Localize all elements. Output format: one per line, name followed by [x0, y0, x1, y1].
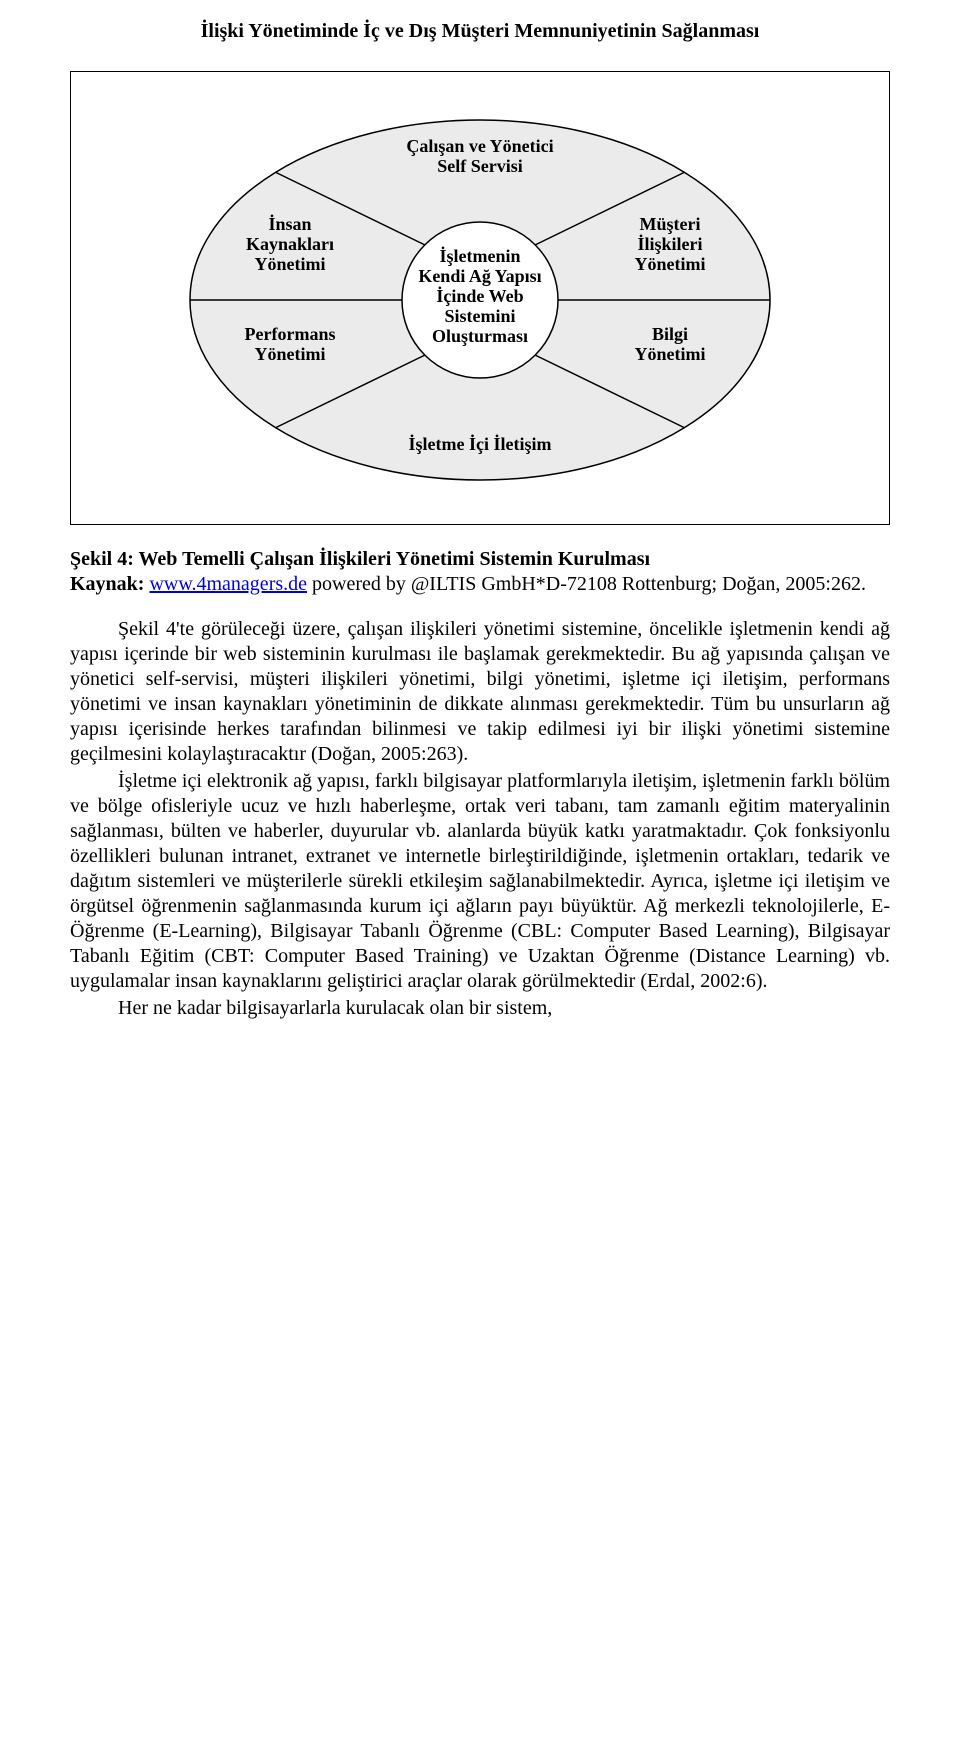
caption-title: Şekil 4: Web Temelli Çalışan İlişkileri …	[70, 548, 650, 570]
center-line4: Sistemini	[444, 306, 515, 326]
figure-caption: Şekil 4: Web Temelli Çalışan İlişkileri …	[70, 547, 890, 597]
segment-right-lower-1: Bilgi	[652, 324, 688, 344]
segment-left-upper-2: Kaynakları	[246, 234, 334, 254]
caption-source-label: Kaynak:	[70, 573, 144, 595]
caption-after-link: powered by @ILTIS GmbH*D-72108 Rottenbur…	[307, 573, 866, 595]
center-line3: İçinde Web	[436, 286, 523, 306]
segment-top-line2: Self Servisi	[437, 156, 523, 176]
center-line1: İşletmenin	[440, 246, 521, 266]
segment-right-upper-2: İlişkileri	[637, 234, 702, 254]
body-paragraph-2: İşletme içi elektronik ağ yapısı, farklı…	[70, 769, 890, 994]
segment-left-upper-3: Yönetimi	[255, 254, 326, 274]
page-title: İlişki Yönetiminde İç ve Dış Müşteri Mem…	[70, 20, 890, 43]
segment-left-lower-2: Yönetimi	[255, 344, 326, 364]
segment-bottom-1: İşletme İçi İletişim	[409, 434, 552, 454]
pie-network-diagram: Çalışan ve Yönetici Self Servisi İnsan K…	[140, 90, 820, 510]
segment-right-lower-2: Yönetimi	[635, 344, 706, 364]
segment-left-upper-1: İnsan	[268, 214, 311, 234]
segment-right-upper-1: Müşteri	[640, 214, 701, 234]
segment-right-upper-3: Yönetimi	[635, 254, 706, 274]
center-line2: Kendi Ağ Yapısı	[418, 266, 541, 286]
segment-top-line1: Çalışan ve Yönetici	[406, 136, 553, 156]
body-paragraph-1: Şekil 4'te görüleceği üzere, çalışan ili…	[70, 617, 890, 767]
diagram-container: Çalışan ve Yönetici Self Servisi İnsan K…	[70, 71, 890, 525]
center-line5: Oluşturması	[432, 326, 528, 346]
source-link[interactable]: www.4managers.de	[149, 573, 307, 595]
body-paragraph-3: Her ne kadar bilgisayarlarla kurulacak o…	[70, 996, 890, 1021]
segment-left-lower-1: Performans	[245, 324, 336, 344]
